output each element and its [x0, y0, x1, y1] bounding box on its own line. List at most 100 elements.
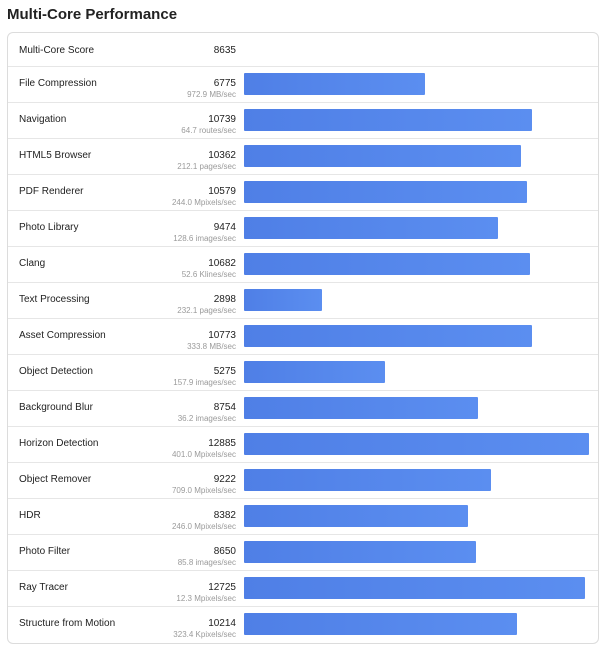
test-score: 8650 — [213, 546, 236, 557]
score-bar — [244, 433, 589, 455]
score-bar — [244, 361, 385, 383]
score-bar-track — [244, 217, 589, 239]
test-rows: File Compression 6775 972.9 MB/sec Navigati… — [8, 67, 598, 643]
score-bar-track — [244, 397, 589, 419]
test-rate: 36.2 images/sec — [177, 414, 236, 423]
score-bar-track — [244, 73, 589, 95]
table-row: Structure from Motion 10214 323.4 Kpixels/… — [8, 607, 598, 643]
score-bar — [244, 613, 517, 635]
test-rate: 157.9 images/sec — [173, 378, 236, 387]
score-bar-track — [244, 361, 589, 383]
test-score: 10214 — [208, 618, 236, 629]
test-score: 10579 — [208, 186, 236, 197]
table-row: HDR 8382 246.0 Mpixels/sec — [8, 499, 598, 535]
table-row: Background Blur 8754 36.2 images/sec — [8, 391, 598, 427]
score-bar-track — [244, 541, 589, 563]
test-name: Photo Library — [19, 222, 79, 233]
test-rate: 244.0 Mpixels/sec — [171, 198, 236, 207]
score-bar-track — [244, 577, 589, 599]
test-name: HDR — [19, 510, 41, 521]
score-bar — [244, 109, 532, 131]
test-name: Object Remover — [19, 474, 92, 485]
score-bar — [244, 181, 527, 203]
score-bar-track — [244, 433, 589, 455]
test-name: Structure from Motion — [19, 618, 116, 629]
page-title: Multi-Core Performance — [7, 6, 178, 23]
test-name: HTML5 Browser — [19, 150, 92, 161]
test-rate: 333.8 MB/sec — [187, 342, 236, 351]
score-bar-track — [244, 181, 589, 203]
test-rate: 212.1 pages/sec — [177, 162, 236, 171]
test-score: 10739 — [208, 114, 236, 125]
table-row: HTML5 Browser 10362 212.1 pages/sec — [8, 139, 598, 175]
test-score: 12885 — [208, 438, 236, 449]
table-row: Photo Library 9474 128.6 images/sec — [8, 211, 598, 247]
test-score: 9222 — [213, 474, 236, 485]
score-bar — [244, 73, 425, 95]
test-name: Object Detection — [19, 366, 93, 377]
test-score: 10773 — [208, 330, 236, 341]
table-row: Clang 10682 52.6 Klines/sec — [8, 247, 598, 283]
score-bar — [244, 505, 468, 527]
table-row: Object Remover 9222 709.0 Mpixels/sec — [8, 463, 598, 499]
score-bar-track — [244, 613, 589, 635]
summary-score: 8635 — [213, 45, 236, 56]
table-row: Object Detection 5275 157.9 images/sec — [8, 355, 598, 391]
table-row: PDF Renderer 10579 244.0 Mpixels/sec — [8, 175, 598, 211]
test-name: Asset Compression — [19, 330, 106, 341]
table-row: Horizon Detection 12885 401.0 Mpixels/sec — [8, 427, 598, 463]
table-row: File Compression 6775 972.9 MB/sec — [8, 67, 598, 103]
test-name: Ray Tracer — [19, 582, 68, 593]
score-bar-track — [244, 109, 589, 131]
score-bar-track — [244, 469, 589, 491]
test-name: Horizon Detection — [19, 438, 99, 449]
score-bar — [244, 325, 532, 347]
score-bar-track — [244, 325, 589, 347]
test-score: 6775 — [213, 78, 236, 89]
score-bar-track — [244, 505, 589, 527]
test-rate: 128.6 images/sec — [173, 234, 236, 243]
table-row: Text Processing 2898 232.1 pages/sec — [8, 283, 598, 319]
summary-label: Multi-Core Score — [19, 45, 95, 56]
test-score: 2898 — [213, 294, 236, 305]
score-bar — [244, 253, 530, 275]
test-score: 10682 — [208, 258, 236, 269]
test-rate: 246.0 Mpixels/sec — [171, 522, 236, 531]
test-name: Clang — [19, 258, 46, 269]
test-name: Navigation — [19, 114, 67, 125]
test-name: Photo Filter — [19, 546, 71, 557]
score-bar — [244, 397, 478, 419]
test-rate: 709.0 Mpixels/sec — [171, 486, 236, 495]
test-rate: 232.1 pages/sec — [177, 306, 236, 315]
test-score: 5275 — [213, 366, 236, 377]
test-rate: 52.6 Klines/sec — [181, 270, 236, 279]
score-bar-track — [244, 145, 589, 167]
test-rate: 64.7 routes/sec — [181, 126, 236, 135]
test-rate: 401.0 Mpixels/sec — [171, 450, 236, 459]
test-score: 12725 — [208, 582, 236, 593]
test-name: Background Blur — [19, 402, 93, 413]
test-rate: 85.8 images/sec — [177, 558, 236, 567]
test-rate: 12.3 Mpixels/sec — [176, 594, 236, 603]
test-name: File Compression — [19, 78, 97, 89]
results-table: Multi-Core Score 8635 File Compression 67… — [7, 32, 599, 644]
test-score: 10362 — [208, 150, 236, 161]
score-bar — [244, 289, 322, 311]
score-bar-track — [244, 253, 589, 275]
table-row: Navigation 10739 64.7 routes/sec — [8, 103, 598, 139]
test-name: Text Processing — [19, 294, 90, 305]
test-score: 8754 — [213, 402, 236, 413]
score-bar-track — [244, 289, 589, 311]
test-name: PDF Renderer — [19, 186, 84, 197]
table-row: Asset Compression 10773 333.8 MB/sec — [8, 319, 598, 355]
table-row: Photo Filter 8650 85.8 images/sec — [8, 535, 598, 571]
score-bar — [244, 145, 521, 167]
test-score: 8382 — [213, 510, 236, 521]
score-bar — [244, 217, 498, 239]
test-score: 9474 — [213, 222, 236, 233]
table-row: Ray Tracer 12725 12.3 Mpixels/sec — [8, 571, 598, 607]
score-bar — [244, 577, 585, 599]
test-rate: 972.9 MB/sec — [187, 90, 236, 99]
summary-row: Multi-Core Score 8635 — [8, 33, 598, 67]
test-rate: 323.4 Kpixels/sec — [173, 630, 236, 639]
